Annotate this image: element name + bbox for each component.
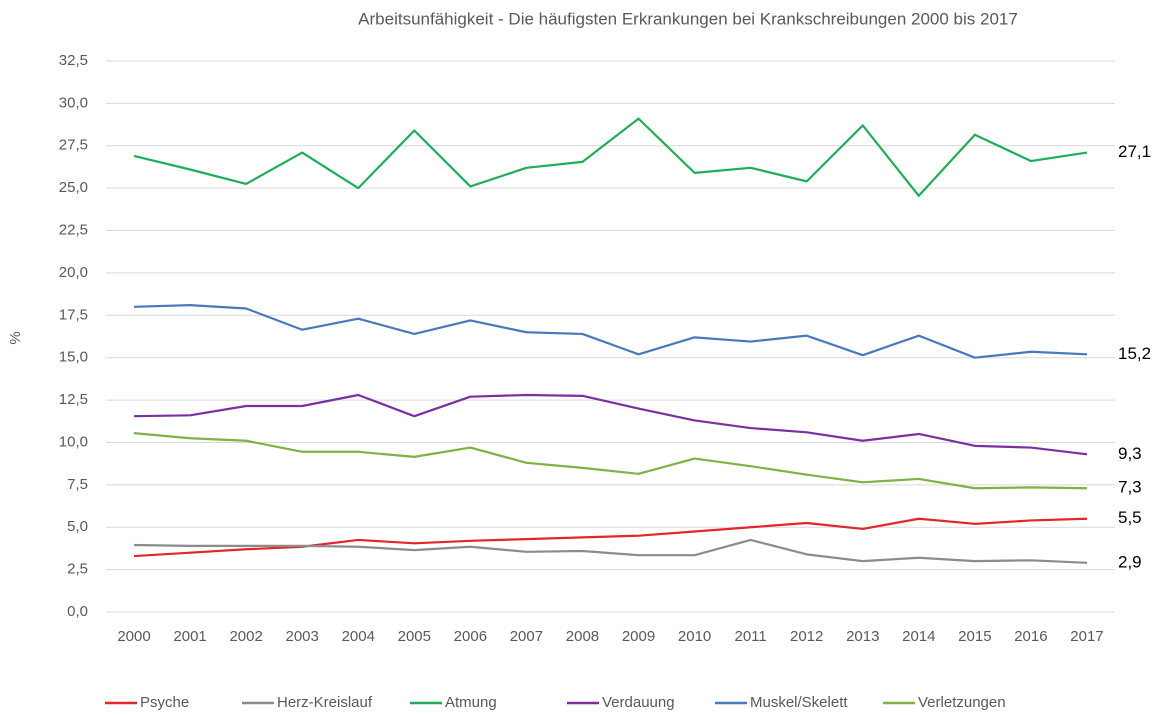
x-tick-label: 2017: [1070, 628, 1103, 645]
y-tick-label: 20,0: [59, 264, 88, 281]
legend-label: Atmung: [445, 694, 497, 711]
series-line: [134, 538, 1088, 564]
legend-label: Psyche: [140, 694, 189, 711]
x-tick-label: 2010: [678, 628, 711, 645]
x-tick-label: 2001: [173, 628, 206, 645]
y-tick-label: 30,0: [59, 94, 88, 111]
y-tick-label: 32,5: [59, 52, 88, 69]
x-tick-label: 2007: [510, 628, 543, 645]
x-tick-label: 2016: [1014, 628, 1047, 645]
series-line: [134, 393, 1088, 456]
x-tick-label: 2012: [790, 628, 823, 645]
value-label: 5,5: [1118, 508, 1142, 527]
value-label: 7,3: [1118, 478, 1142, 497]
y-tick-label: 25,0: [59, 179, 88, 196]
y-tick-label: 5,0: [67, 518, 88, 535]
y-tick-label: 2,5: [67, 561, 88, 578]
y-tick-label: 17,5: [59, 306, 88, 323]
legend-label: Verdauung: [602, 694, 675, 711]
series-line: [133, 517, 1088, 558]
chart-title: Arbeitsunfähigkeit - Die häufigsten Erkr…: [358, 9, 1018, 28]
x-tick-label: 2000: [117, 628, 150, 645]
series-line: [133, 117, 1088, 197]
series-line: [133, 432, 1087, 490]
x-tick-label: 2005: [398, 628, 431, 645]
y-tick-label: 15,0: [59, 349, 88, 366]
x-tick-label: 2002: [229, 628, 262, 645]
value-label: 2,9: [1118, 552, 1142, 571]
value-label: 9,3: [1118, 444, 1142, 463]
x-tick-label: 2015: [958, 628, 991, 645]
y-tick-label: 7,5: [67, 476, 88, 493]
series-line: [133, 304, 1088, 359]
y-tick-label: 12,5: [59, 391, 88, 408]
value-label: 15,2: [1118, 344, 1151, 363]
x-tick-label: 2009: [622, 628, 655, 645]
x-tick-label: 2011: [735, 628, 767, 645]
legend-label: Herz-Kreislauf: [277, 694, 373, 711]
x-tick-label: 2006: [454, 628, 487, 645]
value-label: 27,1: [1118, 142, 1151, 161]
x-tick-label: 2004: [342, 628, 375, 645]
legend-label: Verletzungen: [918, 694, 1006, 711]
y-tick-label: 27,5: [59, 137, 88, 154]
y-tick-label: 10,0: [59, 433, 88, 450]
x-tick-label: 2008: [566, 628, 599, 645]
legend-label: Muskel/Skelett: [750, 694, 848, 711]
x-tick-label: 2014: [902, 628, 935, 645]
x-tick-label: 2003: [286, 628, 319, 645]
y-axis-label: %: [7, 331, 24, 344]
y-tick-label: 0,0: [67, 603, 88, 620]
y-tick-label: 22,5: [59, 222, 88, 239]
x-tick-label: 2013: [846, 628, 879, 645]
